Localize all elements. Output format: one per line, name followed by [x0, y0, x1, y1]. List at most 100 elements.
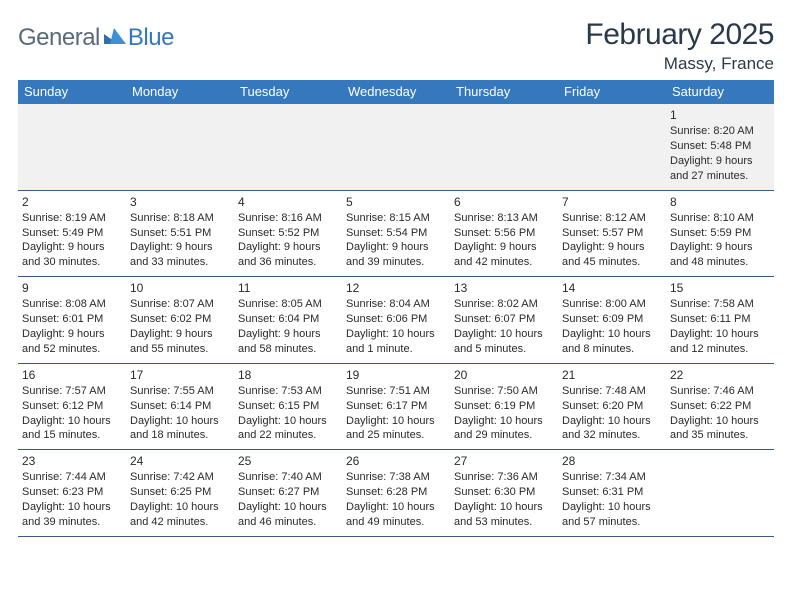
day-cell: 6Sunrise: 8:13 AMSunset: 5:56 PMDaylight…	[450, 191, 558, 277]
day-info-line: Sunset: 6:20 PM	[562, 399, 662, 414]
day-info-line: Daylight: 10 hours	[130, 414, 230, 429]
day-info-line: Sunrise: 8:05 AM	[238, 297, 338, 312]
day-info-line: Daylight: 10 hours	[22, 414, 122, 429]
day-info-line: Sunset: 6:31 PM	[562, 485, 662, 500]
day-info-line: Daylight: 9 hours	[22, 327, 122, 342]
day-number: 23	[22, 453, 122, 469]
week-row: 9Sunrise: 8:08 AMSunset: 6:01 PMDaylight…	[18, 277, 774, 364]
week-row: 1Sunrise: 8:20 AMSunset: 5:48 PMDaylight…	[18, 104, 774, 191]
day-info-line: Daylight: 10 hours	[22, 500, 122, 515]
day-header-sun: Sunday	[18, 80, 126, 104]
day-cell: 8Sunrise: 8:10 AMSunset: 5:59 PMDaylight…	[666, 191, 774, 277]
day-number: 10	[130, 280, 230, 296]
day-cell: 17Sunrise: 7:55 AMSunset: 6:14 PMDayligh…	[126, 364, 234, 450]
day-info-line: Sunrise: 7:48 AM	[562, 384, 662, 399]
day-info-line: Sunrise: 8:15 AM	[346, 211, 446, 226]
day-info-line: Sunrise: 8:16 AM	[238, 211, 338, 226]
day-info-line: Sunrise: 7:44 AM	[22, 470, 122, 485]
day-info-line: Daylight: 10 hours	[130, 500, 230, 515]
day-info-line: Sunset: 5:48 PM	[670, 139, 770, 154]
day-info-line: Sunrise: 7:40 AM	[238, 470, 338, 485]
day-cell: 22Sunrise: 7:46 AMSunset: 6:22 PMDayligh…	[666, 364, 774, 450]
day-info-line: Sunrise: 8:04 AM	[346, 297, 446, 312]
day-info-line: Sunset: 6:01 PM	[22, 312, 122, 327]
day-cell: 25Sunrise: 7:40 AMSunset: 6:27 PMDayligh…	[234, 450, 342, 536]
day-info-line: Sunset: 5:59 PM	[670, 226, 770, 241]
day-number: 25	[238, 453, 338, 469]
day-cell: 7Sunrise: 8:12 AMSunset: 5:57 PMDaylight…	[558, 191, 666, 277]
day-info-line: Sunrise: 8:13 AM	[454, 211, 554, 226]
day-cell: 20Sunrise: 7:50 AMSunset: 6:19 PMDayligh…	[450, 364, 558, 450]
day-info-line: and 45 minutes.	[562, 255, 662, 270]
day-info-line: Sunset: 6:11 PM	[670, 312, 770, 327]
day-number: 6	[454, 194, 554, 210]
day-info-line: Daylight: 9 hours	[238, 240, 338, 255]
day-info-line: Sunrise: 7:51 AM	[346, 384, 446, 399]
day-cell-empty	[18, 104, 126, 190]
day-info-line: and 58 minutes.	[238, 342, 338, 357]
day-header-row: Sunday Monday Tuesday Wednesday Thursday…	[18, 80, 774, 104]
day-info-line: and 42 minutes.	[130, 515, 230, 530]
day-header-mon: Monday	[126, 80, 234, 104]
day-info-line: Sunset: 5:56 PM	[454, 226, 554, 241]
day-cell: 26Sunrise: 7:38 AMSunset: 6:28 PMDayligh…	[342, 450, 450, 536]
day-info-line: and 1 minute.	[346, 342, 446, 357]
day-info-line: Sunrise: 8:00 AM	[562, 297, 662, 312]
day-info-line: and 39 minutes.	[22, 515, 122, 530]
day-info-line: Daylight: 10 hours	[670, 414, 770, 429]
day-info-line: Sunrise: 8:08 AM	[22, 297, 122, 312]
day-info-line: and 52 minutes.	[22, 342, 122, 357]
day-info-line: and 39 minutes.	[346, 255, 446, 270]
day-number: 28	[562, 453, 662, 469]
day-info-line: Daylight: 10 hours	[454, 327, 554, 342]
day-number: 1	[670, 107, 770, 123]
day-info-line: Sunset: 6:12 PM	[22, 399, 122, 414]
day-info-line: and 46 minutes.	[238, 515, 338, 530]
day-info-line: Sunset: 6:15 PM	[238, 399, 338, 414]
day-cell: 27Sunrise: 7:36 AMSunset: 6:30 PMDayligh…	[450, 450, 558, 536]
day-number: 22	[670, 367, 770, 383]
day-cell: 21Sunrise: 7:48 AMSunset: 6:20 PMDayligh…	[558, 364, 666, 450]
day-info-line: Sunset: 5:51 PM	[130, 226, 230, 241]
day-info-line: Daylight: 10 hours	[454, 500, 554, 515]
day-info-line: and 49 minutes.	[346, 515, 446, 530]
day-info-line: Daylight: 9 hours	[238, 327, 338, 342]
day-cell-empty	[558, 104, 666, 190]
day-info-line: Sunset: 6:17 PM	[346, 399, 446, 414]
day-number: 5	[346, 194, 446, 210]
day-info-line: Sunset: 5:49 PM	[22, 226, 122, 241]
day-cell: 16Sunrise: 7:57 AMSunset: 6:12 PMDayligh…	[18, 364, 126, 450]
day-info-line: Sunrise: 7:42 AM	[130, 470, 230, 485]
day-info-line: and 48 minutes.	[670, 255, 770, 270]
day-info-line: and 32 minutes.	[562, 428, 662, 443]
day-info-line: Sunrise: 8:07 AM	[130, 297, 230, 312]
week-row: 16Sunrise: 7:57 AMSunset: 6:12 PMDayligh…	[18, 364, 774, 451]
day-info-line: and 53 minutes.	[454, 515, 554, 530]
day-info-line: Sunrise: 7:46 AM	[670, 384, 770, 399]
logo-text-part2: Blue	[128, 24, 174, 52]
day-info-line: Sunrise: 8:02 AM	[454, 297, 554, 312]
title-block: February 2025 Massy, France	[585, 18, 774, 74]
day-info-line: Sunrise: 7:53 AM	[238, 384, 338, 399]
day-info-line: and 8 minutes.	[562, 342, 662, 357]
day-cell: 4Sunrise: 8:16 AMSunset: 5:52 PMDaylight…	[234, 191, 342, 277]
day-number: 13	[454, 280, 554, 296]
day-cell: 5Sunrise: 8:15 AMSunset: 5:54 PMDaylight…	[342, 191, 450, 277]
day-info-line: Daylight: 9 hours	[670, 154, 770, 169]
day-info-line: Sunset: 6:14 PM	[130, 399, 230, 414]
day-info-line: Daylight: 9 hours	[670, 240, 770, 255]
day-number: 8	[670, 194, 770, 210]
day-number: 2	[22, 194, 122, 210]
day-cell: 24Sunrise: 7:42 AMSunset: 6:25 PMDayligh…	[126, 450, 234, 536]
day-number: 3	[130, 194, 230, 210]
day-info-line: and 30 minutes.	[22, 255, 122, 270]
day-info-line: Sunset: 6:23 PM	[22, 485, 122, 500]
week-row: 2Sunrise: 8:19 AMSunset: 5:49 PM Daylight…	[18, 191, 774, 278]
day-info-line: Sunrise: 8:12 AM	[562, 211, 662, 226]
day-info-line: Sunrise: 8:18 AM	[130, 211, 230, 226]
day-info-line: Sunrise: 8:19 AM	[22, 211, 122, 226]
day-cell-empty	[126, 104, 234, 190]
day-cell: 23Sunrise: 7:44 AMSunset: 6:23 PMDayligh…	[18, 450, 126, 536]
day-info-line: and 22 minutes.	[238, 428, 338, 443]
day-info-line: Sunset: 6:07 PM	[454, 312, 554, 327]
